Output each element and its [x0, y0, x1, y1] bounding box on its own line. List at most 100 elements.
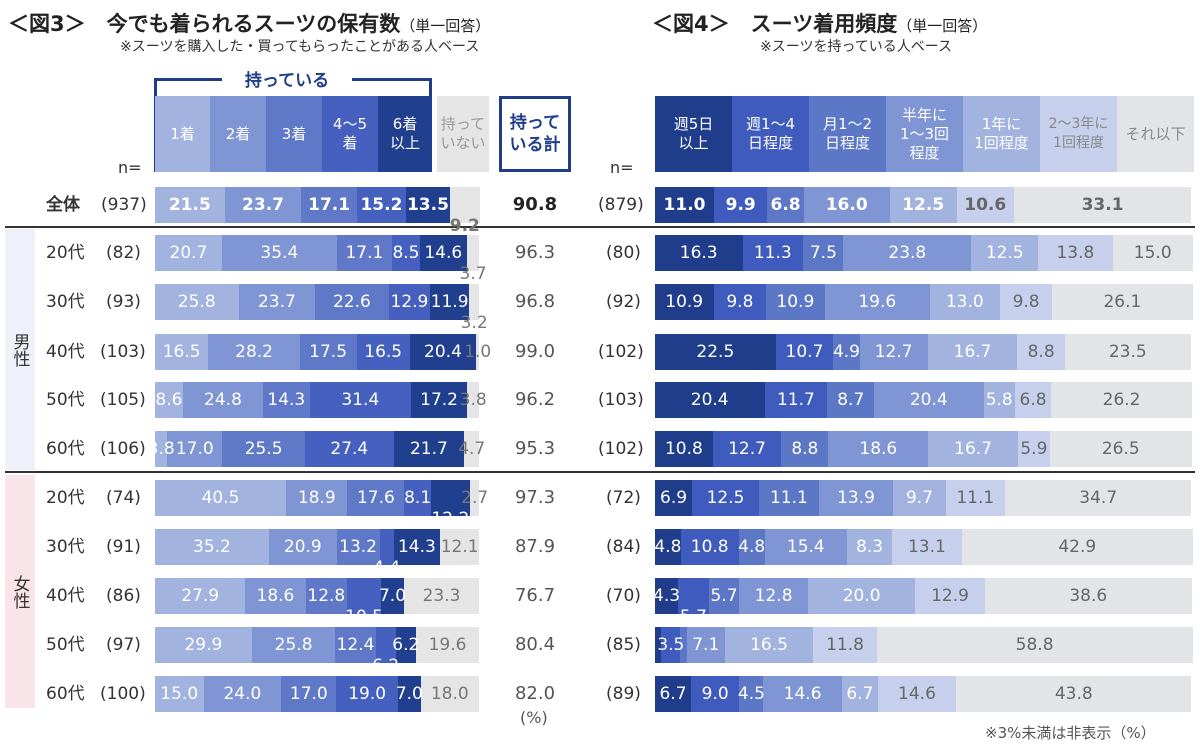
data-label: 22.5 — [696, 342, 735, 362]
data-label: 15.0 — [160, 684, 199, 704]
bar-segment — [155, 235, 223, 271]
data-label: 27.9 — [181, 586, 220, 606]
fig4-header-2: 月1～2 日程度 — [809, 96, 886, 172]
data-label: 25.8 — [274, 635, 313, 655]
total-owned-value: 95.3 — [514, 438, 556, 459]
row-label: 40代 — [46, 342, 85, 362]
data-label: 11.0 — [663, 195, 706, 215]
data-label: 23.7 — [242, 195, 284, 215]
data-label: 26.1 — [1103, 292, 1142, 312]
bar-segment — [263, 382, 310, 418]
bar-segment — [1038, 235, 1113, 271]
fig3-header-0: 1着 — [155, 96, 210, 172]
data-label: 23.7 — [257, 292, 296, 312]
row-n: (84) — [606, 537, 641, 557]
total-owned-value: 82.0 — [514, 683, 556, 704]
fig4-header-5: 2～3年に 1回程度 — [1040, 96, 1117, 172]
data-label: 17.0 — [289, 684, 328, 704]
bar-segment — [766, 284, 825, 320]
data-label: 12.8 — [307, 586, 346, 606]
bar-segment — [859, 334, 928, 370]
bar-segment — [928, 431, 1018, 467]
bar-segment — [395, 627, 416, 663]
data-label: 8.8 — [791, 439, 819, 459]
row-label: 60代 — [46, 439, 85, 459]
data-label: 16.3 — [679, 243, 718, 263]
row-n: (879) — [598, 195, 644, 215]
data-label: 4.3 — [653, 586, 681, 606]
data-label: 9.8 — [726, 292, 754, 312]
fig3-header-2: 3着 — [266, 96, 322, 172]
data-label: 40.5 — [201, 488, 240, 508]
data-label: 8.3 — [856, 537, 884, 557]
bar-segment — [476, 334, 480, 370]
bar-segment — [739, 578, 809, 614]
bar-segment — [1049, 431, 1192, 467]
data-label: 13.8 — [1056, 243, 1095, 263]
data-label: 19.6 — [858, 292, 897, 312]
bar-segment — [759, 480, 819, 516]
bar-segment — [956, 187, 1014, 223]
data-label: 13.0 — [945, 292, 984, 312]
bar-segment — [286, 480, 348, 516]
data-label: 14.3 — [267, 390, 306, 410]
bar-segment — [1005, 480, 1192, 516]
bar-segment — [347, 578, 382, 614]
row-n: (937) — [101, 195, 147, 215]
bar-segment — [655, 382, 765, 418]
data-label: 12.8 — [754, 586, 793, 606]
data-label: 17.1 — [345, 243, 384, 263]
data-label: 3.8 — [459, 390, 487, 410]
data-label: 5.9 — [1020, 439, 1048, 459]
row-label: 30代 — [46, 537, 85, 557]
data-label: 20.0 — [842, 586, 881, 606]
bar-segment — [155, 676, 204, 712]
data-label: 9.8 — [1012, 292, 1040, 312]
bar-segment — [945, 480, 1006, 516]
bar-segment — [876, 627, 1193, 663]
bar-segment — [305, 431, 394, 467]
bar-segment — [929, 284, 1000, 320]
bar-segment — [379, 529, 394, 565]
row-n: (70) — [606, 586, 641, 606]
data-label: 6.2 — [392, 635, 420, 655]
data-label: 17.6 — [356, 488, 395, 508]
data-label: 4.9 — [832, 342, 860, 362]
bar-segment — [155, 578, 246, 614]
data-label: 6.8 — [770, 195, 801, 215]
bar-segment — [381, 578, 404, 614]
bar-segment — [419, 235, 467, 271]
bar-segment — [356, 187, 407, 223]
group-label-female: 女性 — [5, 475, 35, 708]
row-n: (93) — [106, 292, 141, 312]
data-label: 11.3 — [753, 243, 792, 263]
bar-segment — [971, 235, 1039, 271]
data-label: 16.5 — [750, 635, 788, 655]
data-label: 18.9 — [297, 488, 336, 508]
data-label: 8.8 — [1027, 342, 1055, 362]
data-label: 6.9 — [660, 488, 688, 508]
data-label: 42.9 — [1058, 537, 1097, 557]
bar-segment — [203, 676, 282, 712]
data-label: 16.5 — [364, 342, 403, 362]
total-owned-header: 持って いる計 — [499, 96, 571, 172]
group-label-male: 男性 — [5, 229, 35, 470]
data-label: 16.0 — [825, 195, 868, 215]
bar-segment — [1013, 187, 1192, 223]
data-label: 6.7 — [846, 684, 874, 704]
data-label: 6.7 — [659, 684, 687, 704]
bar-segment — [713, 284, 767, 320]
bar-segment — [763, 676, 842, 712]
fig4-header-4: 1年に 1回程度 — [963, 96, 1040, 172]
data-label: 10.5 — [345, 607, 383, 627]
data-label: 9.7 — [905, 488, 934, 508]
data-label: 11.8 — [826, 635, 864, 655]
bar-segment — [409, 334, 477, 370]
total-owned-value: 80.4 — [514, 634, 556, 655]
separator-total — [5, 226, 1195, 228]
data-label: 29.9 — [184, 635, 223, 655]
bar-segment — [956, 676, 1192, 712]
bar-segment — [847, 529, 892, 565]
data-label: 10.8 — [690, 537, 729, 557]
row-n: (106) — [100, 439, 146, 459]
